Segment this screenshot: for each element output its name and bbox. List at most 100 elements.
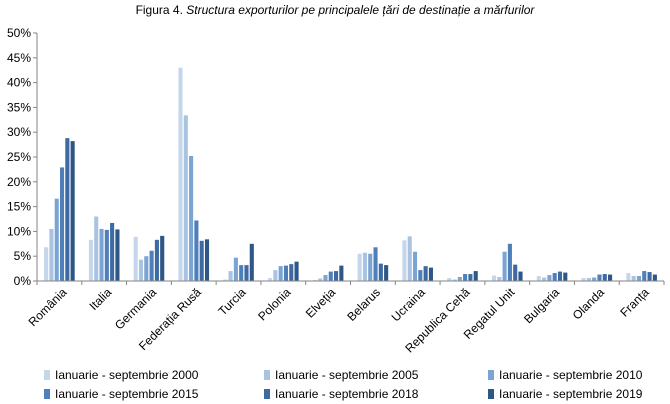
bar (563, 272, 568, 281)
bar (642, 271, 647, 281)
x-tick-label: Polonia (255, 285, 293, 323)
bar (189, 156, 194, 281)
bar (49, 228, 54, 281)
bar (384, 265, 389, 281)
bar (507, 243, 512, 281)
bar (54, 198, 59, 281)
bar (497, 277, 502, 281)
bar (249, 243, 254, 281)
bar (602, 274, 607, 281)
y-tick-label: 15% (7, 200, 31, 214)
legend-label-2010: Ianuarie - septembrie 2010 (499, 368, 643, 382)
bar (428, 267, 433, 281)
y-tick-label: 0% (14, 274, 32, 288)
bar (652, 274, 657, 281)
legend-swatch-2010 (488, 370, 494, 380)
bar (283, 265, 289, 281)
legend-label-2018: Ianuarie - septembrie 2018 (275, 387, 419, 401)
bar (294, 261, 299, 281)
bar (447, 278, 452, 281)
x-tick-label: Turcia (215, 285, 248, 318)
y-tick-label: 10% (7, 224, 31, 238)
chart-title-prefix: Figura 4. (135, 3, 183, 17)
bar (468, 274, 473, 281)
bar (592, 277, 597, 281)
legend-label-2019: Ianuarie - septembrie 2019 (499, 387, 643, 401)
legend-item-2005: Ianuarie - septembrie 2005 (264, 368, 418, 382)
bar (513, 264, 518, 281)
y-tick-label: 20% (7, 175, 31, 189)
bar (233, 257, 238, 281)
bar (104, 229, 109, 281)
bar (557, 271, 563, 281)
legend-item-2018: Ianuarie - septembrie 2018 (264, 387, 418, 401)
bar (473, 271, 478, 281)
legend-item-2000: Ianuarie - septembrie 2000 (44, 368, 198, 382)
x-tick-label: Italia (86, 285, 114, 313)
bar (552, 273, 557, 281)
x-tick-label: Bulgaria (521, 285, 562, 326)
bar (160, 235, 165, 281)
bar (402, 240, 407, 281)
bar (357, 253, 362, 281)
bar (223, 279, 228, 281)
bar (463, 274, 468, 281)
bar (457, 277, 462, 281)
bar (597, 274, 602, 281)
bar (412, 251, 418, 281)
bar (491, 275, 497, 281)
bar (586, 278, 591, 281)
x-tick-label: Ucraina (389, 285, 428, 324)
bar (418, 270, 423, 281)
bar (608, 274, 613, 281)
bar (334, 271, 339, 281)
bars-group (44, 67, 657, 281)
bar (631, 276, 636, 281)
x-tick-label: România (26, 285, 70, 329)
bar (328, 271, 333, 281)
bar (542, 277, 547, 281)
bar (423, 266, 428, 281)
bar (65, 138, 70, 281)
bar (115, 229, 120, 281)
bar (194, 220, 199, 281)
bar (581, 278, 586, 281)
bar (368, 253, 373, 281)
y-tick-label: 30% (7, 125, 31, 139)
bar (626, 273, 631, 281)
x-tick-label: Franța (617, 285, 652, 320)
bar (70, 141, 75, 281)
x-tick-label: Elveția (303, 285, 339, 321)
bar (339, 265, 344, 281)
bar (278, 266, 283, 281)
y-tick-label: 45% (7, 51, 31, 65)
legend-swatch-2018 (264, 389, 270, 399)
x-tick-label: Germania (112, 285, 159, 332)
bar (204, 239, 210, 281)
bar (178, 67, 183, 281)
x-tick-label: Belarus (344, 285, 383, 324)
y-tick-label: 35% (7, 100, 31, 114)
bar (323, 275, 328, 281)
bar (228, 271, 233, 281)
bar (88, 239, 93, 281)
bar (94, 216, 99, 281)
chart-title-main: Structura exporturilor pe principalele ț… (186, 3, 535, 17)
x-tick-label: Olanda (570, 285, 607, 322)
legend-label-2015: Ianuarie - septembrie 2015 (55, 387, 199, 401)
bar (547, 275, 552, 281)
legend-item-2015: Ianuarie - septembrie 2015 (44, 387, 198, 401)
legend-swatch-2000 (44, 370, 50, 380)
bar (144, 256, 149, 281)
bar (244, 265, 249, 281)
y-axis: 0% 5% 10% 15% 20% 25% 30% 35% 40% 45% 50% (7, 26, 38, 288)
legend-label-2000: Ianuarie - septembrie 2000 (55, 368, 199, 382)
bar (138, 259, 144, 281)
bar (268, 278, 273, 281)
bar (183, 115, 188, 281)
bar (154, 239, 159, 281)
bar (452, 279, 457, 281)
bar (373, 247, 378, 281)
bar (110, 222, 115, 281)
